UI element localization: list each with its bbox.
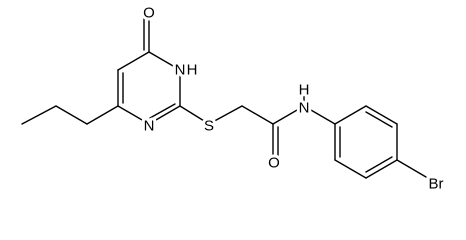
bond (303, 105, 336, 125)
bond (334, 105, 367, 125)
bond (117, 51, 150, 71)
atom-label: N (144, 118, 155, 135)
bond (241, 105, 274, 125)
bond (334, 159, 367, 179)
bond (208, 105, 243, 125)
atom-label: O (268, 155, 280, 172)
atom-label: S (204, 118, 214, 135)
bond (396, 159, 427, 178)
bonds (21, 15, 427, 179)
bond (365, 159, 398, 179)
bond (117, 105, 150, 125)
atom-label: H (299, 82, 310, 99)
bond (21, 105, 57, 125)
bond (365, 105, 398, 125)
atom-label: N (299, 100, 310, 117)
bond (148, 105, 181, 125)
bond (179, 105, 210, 125)
bond (148, 51, 181, 71)
bond (365, 111, 393, 128)
bond (55, 105, 88, 125)
atom-label: H (187, 62, 198, 79)
atom-labels: O N H N S O N H Br (140, 2, 446, 196)
atom-label: N (175, 62, 186, 79)
bond (272, 105, 305, 125)
bond (365, 156, 393, 173)
atom-label: Br (429, 176, 444, 193)
bond (86, 105, 119, 125)
structure-diagram: O N H N S O N H Br (21, 2, 446, 196)
bond (149, 103, 176, 119)
atom-label: O (143, 5, 155, 22)
